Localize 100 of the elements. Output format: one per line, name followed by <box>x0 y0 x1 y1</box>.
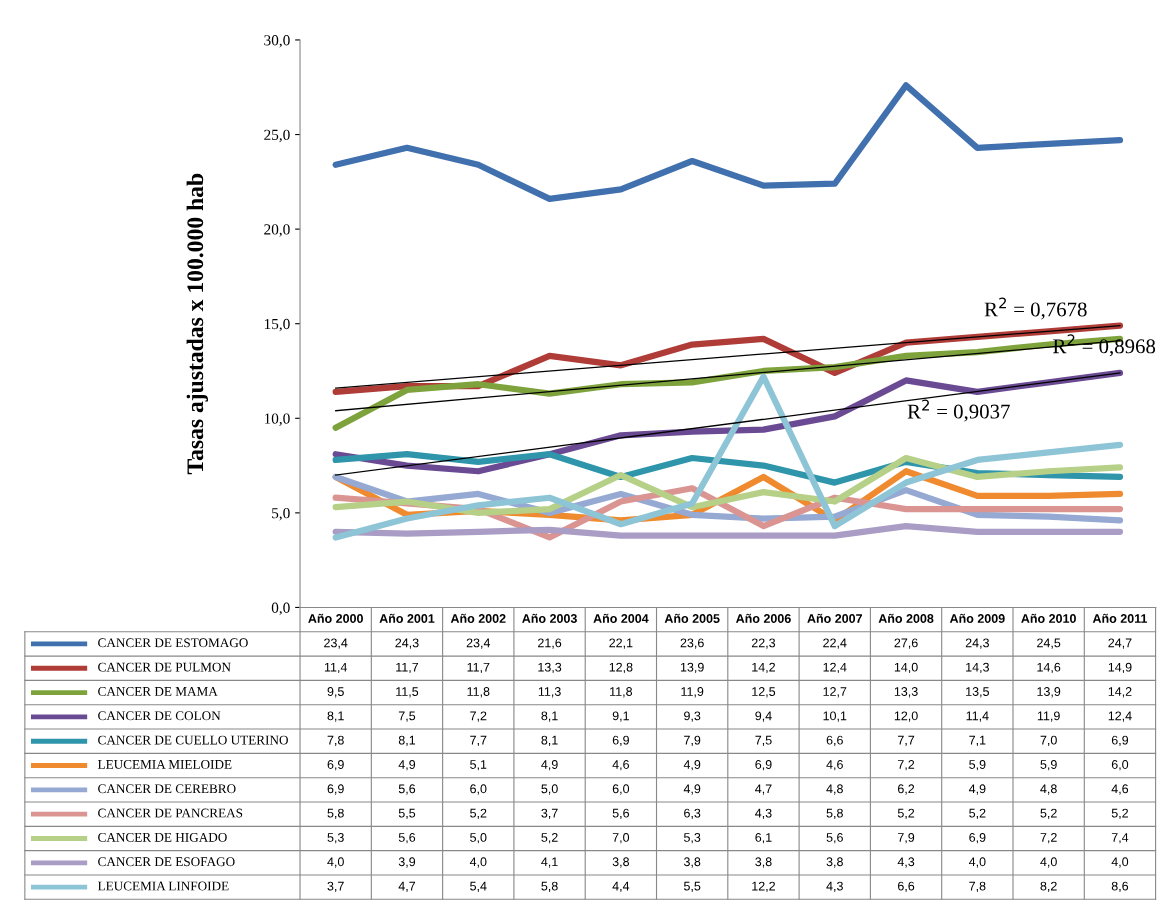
data-label: 4,9 <box>683 784 701 795</box>
data-label: 5,9 <box>969 760 986 771</box>
data-label: 4,9 <box>968 784 986 795</box>
data-label: 4,3 <box>897 857 915 868</box>
data-label: 4,9 <box>398 760 416 771</box>
data-label: 4,9 <box>541 760 558 771</box>
y-tick-label: 0,0 <box>271 602 290 616</box>
data-label: 12,8 <box>609 662 633 674</box>
data-label: 5,5 <box>683 881 701 892</box>
data-label: 4,3 <box>755 808 772 820</box>
x-tick-label: Año 2003 <box>522 613 577 623</box>
data-label: 4,0 <box>469 857 487 868</box>
data-label: 12,5 <box>752 687 776 698</box>
data-label: 14,9 <box>1108 662 1132 674</box>
x-tick-label: Año 2011 <box>1092 613 1148 623</box>
y-axis-title: Tasas ajustadas x 100.000 hab <box>186 173 209 475</box>
legend-label: CANCER DE ESTOMAGO <box>98 638 248 648</box>
x-tick-label: Año 2000 <box>308 613 363 623</box>
data-label: 11,8 <box>467 687 490 698</box>
y-tick-label: 10,0 <box>264 413 290 426</box>
data-label: 24,3 <box>395 638 419 649</box>
data-label: 7,2 <box>898 760 915 771</box>
x-tick-label: Año 2007 <box>807 613 862 623</box>
data-label: 6,0 <box>612 784 630 795</box>
legend-label: CANCER DE PULMON <box>98 662 231 672</box>
data-label: 24,7 <box>1108 638 1132 649</box>
data-label: 27,6 <box>894 638 918 649</box>
data-label: 6,9 <box>969 833 986 844</box>
data-label: 5,2 <box>969 808 986 820</box>
data-label: 4,8 <box>1040 784 1057 795</box>
data-label: 11,9 <box>1037 711 1060 722</box>
data-label: 9,1 <box>612 711 629 722</box>
data-label: 6,0 <box>470 784 487 795</box>
data-label: 14,2 <box>1108 687 1132 698</box>
data-label: 7,5 <box>398 711 416 722</box>
data-label: 7,0 <box>1040 735 1057 747</box>
data-label: 12,0 <box>894 711 918 722</box>
data-label: 9,3 <box>684 711 701 722</box>
data-label: 8,6 <box>1111 881 1129 892</box>
data-label: 7,7 <box>470 735 487 747</box>
legend-label: CANCER DE CUELLO UTERINO <box>98 735 288 745</box>
data-label: 23,4 <box>466 638 491 649</box>
data-label: 14,2 <box>752 662 775 674</box>
data-label: 4,0 <box>1111 857 1129 868</box>
legend-label: LEUCEMIA MIELOIDE <box>97 759 232 769</box>
data-label: 6,9 <box>755 760 772 771</box>
data-label: 7,1 <box>969 735 986 747</box>
legend-label: LEUCEMIA LINFOIDE <box>97 881 229 891</box>
data-label: 12,2 <box>752 881 775 892</box>
data-label: 3,8 <box>612 857 630 868</box>
y-tick-label: 30,0 <box>264 35 290 48</box>
data-label: 22,4 <box>823 638 847 649</box>
data-label: 13,5 <box>966 687 989 698</box>
data-label: 22,3 <box>751 638 776 649</box>
x-tick-label: Año 2010 <box>1021 613 1076 623</box>
data-label: 23,4 <box>324 638 348 649</box>
x-tick-label: Año 2009 <box>949 613 1005 623</box>
data-label: 5,6 <box>612 808 630 820</box>
data-label: 10,1 <box>823 711 847 722</box>
data-label: 5,2 <box>1111 808 1129 820</box>
data-label: 11,5 <box>396 687 419 698</box>
data-label: 6,6 <box>898 881 915 892</box>
data-label: 9,5 <box>327 687 344 698</box>
data-label: 5,8 <box>826 808 843 820</box>
data-label: 4,1 <box>541 857 558 868</box>
data-label: 7,7 <box>898 735 915 747</box>
legend-label: CANCER DE HIGADO <box>98 832 227 842</box>
data-label: 5,5 <box>398 808 416 820</box>
data-label: 6,6 <box>826 735 843 747</box>
data-label: 4,0 <box>968 857 986 868</box>
x-tick-label: Año 2001 <box>379 613 435 623</box>
data-label: 4,6 <box>1111 784 1129 795</box>
data-label: 6,9 <box>327 760 344 771</box>
y-tick-label: 5,0 <box>272 508 290 521</box>
data-label: 5,2 <box>1040 808 1057 820</box>
data-label: 8,1 <box>327 711 344 722</box>
legend-label: CANCER DE PANCREAS <box>98 808 243 818</box>
data-label: 11,4 <box>324 662 348 674</box>
data-label: 7,0 <box>612 833 630 844</box>
data-label: 3,7 <box>327 881 344 892</box>
data-label: 4,0 <box>327 857 344 868</box>
data-label: 4,6 <box>826 760 843 771</box>
data-label: 5,8 <box>327 808 344 820</box>
data-label: 6,2 <box>898 784 915 795</box>
data-label: 5,0 <box>541 784 558 795</box>
data-label: 8,1 <box>398 735 416 747</box>
data-label: 14,6 <box>1037 662 1061 674</box>
data-label: 11,9 <box>681 687 704 698</box>
data-label: 7,5 <box>755 735 772 747</box>
data-label: 5,3 <box>683 833 701 844</box>
data-label: 8,2 <box>1040 881 1057 892</box>
data-label: 6,3 <box>684 808 701 820</box>
annotation: R$^{2}$ = 0,7678 <box>984 297 1087 320</box>
data-label: 5,4 <box>470 881 487 892</box>
x-tick-label: Año 2004 <box>593 613 649 623</box>
data-label: 9,4 <box>755 711 772 722</box>
data-label: 6,9 <box>1111 735 1129 747</box>
data-label: 13,3 <box>538 662 562 674</box>
x-tick-label: Año 2008 <box>878 613 934 623</box>
data-label: 12,7 <box>823 687 847 698</box>
